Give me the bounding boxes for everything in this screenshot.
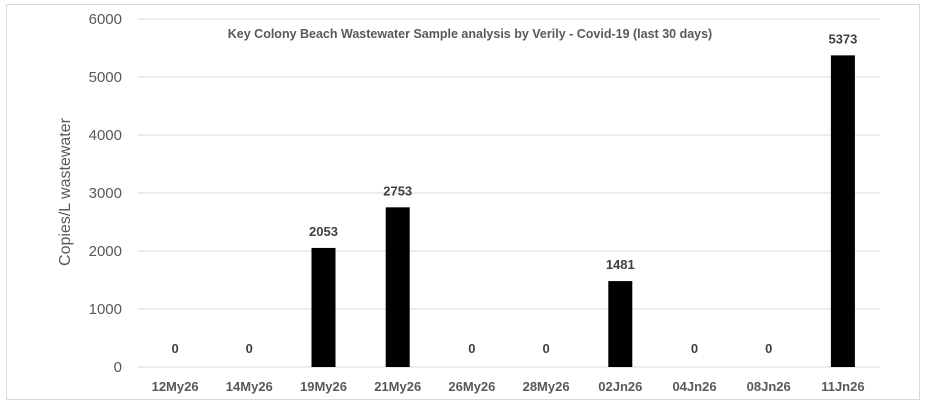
y-tick-label: 6000 — [89, 11, 122, 28]
bar-11Jn26 — [830, 55, 855, 368]
data-label-02Jn26: 1481 — [606, 257, 635, 272]
data-labels: 0 0 2053 2753 0 0 1481 0 0 5373 — [171, 31, 857, 356]
x-tick-label: 28My26 — [523, 379, 570, 394]
chart-title: Key Colony Beach Wastewater Sample analy… — [228, 27, 712, 41]
x-tick-label: 12My26 — [152, 379, 199, 394]
y-tick-label: 4000 — [89, 127, 122, 144]
x-axis-ticks: 12My26 14My26 19My26 21My26 26My26 28My26 02Jn… — [152, 379, 865, 394]
bars — [311, 55, 855, 368]
y-axis-label: Copies/L wastewater — [57, 117, 74, 266]
x-tick-label: 19My26 — [300, 379, 347, 394]
data-label-26My26: 0 — [468, 341, 475, 356]
chart-frame — [6, 4, 920, 400]
gridlines — [138, 18, 880, 368]
data-label-21My26: 2753 — [383, 183, 412, 198]
x-tick-label: 02Jn26 — [598, 379, 642, 394]
data-label-04Jn26: 0 — [691, 341, 698, 356]
x-tick-label: 26My26 — [448, 379, 495, 394]
y-tick-label: 0 — [114, 359, 122, 376]
x-tick-label: 14My26 — [226, 379, 273, 394]
y-tick-label: 5000 — [89, 69, 122, 86]
y-tick-label: 3000 — [89, 185, 122, 202]
x-tick-label: 08Jn26 — [747, 379, 791, 394]
x-tick-label: 21My26 — [374, 379, 421, 394]
bar-21My26 — [385, 207, 410, 367]
y-axis-ticks: 0 1000 2000 3000 4000 5000 6000 — [89, 11, 122, 376]
bar-19My26 — [311, 247, 336, 367]
data-label-08Jn26: 0 — [765, 341, 772, 356]
data-label-19My26: 2053 — [309, 224, 338, 239]
data-label-12My26: 0 — [171, 341, 178, 356]
data-label-28My26: 0 — [542, 341, 549, 356]
x-tick-label: 04Jn26 — [672, 379, 716, 394]
y-tick-label: 2000 — [89, 243, 122, 260]
data-label-14My26: 0 — [246, 341, 253, 356]
y-tick-label: 1000 — [89, 301, 122, 318]
data-label-11Jn26: 5373 — [828, 31, 857, 46]
bar-02Jn26 — [608, 281, 633, 367]
x-tick-label: 11Jn26 — [821, 379, 864, 394]
